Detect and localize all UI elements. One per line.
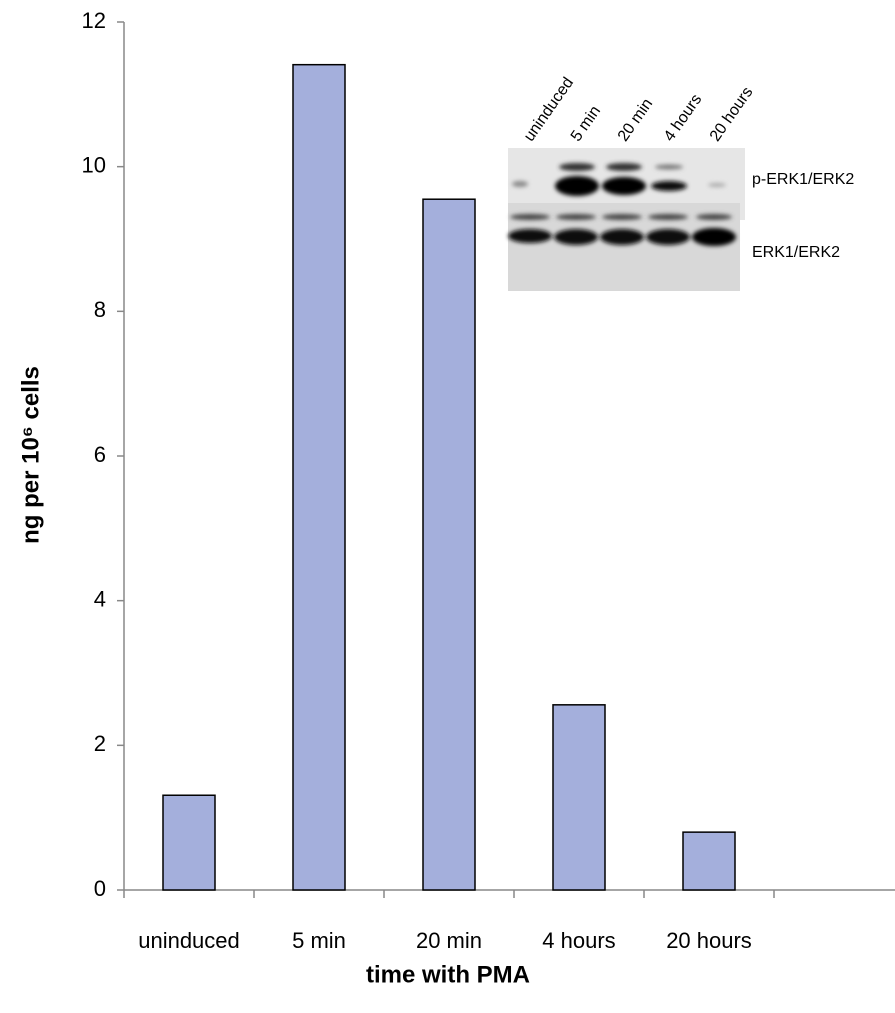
- bar: [293, 65, 345, 890]
- bar: [163, 795, 215, 890]
- y-tick-label: 4: [94, 586, 106, 611]
- y-tick-label: 2: [94, 731, 106, 756]
- x-tick-label: 20 min: [416, 928, 482, 953]
- lane-label: 5 min: [568, 103, 604, 145]
- x-tick-label: 4 hours: [542, 928, 615, 953]
- lane-label: 20 hours: [707, 84, 757, 145]
- bar: [683, 832, 735, 890]
- y-tick-label: 0: [94, 876, 106, 901]
- y-tick-label: 6: [94, 442, 106, 467]
- bar: [423, 199, 475, 890]
- x-axis-title: time with PMA: [366, 961, 530, 988]
- blot-label: p-ERK1/ERK2: [752, 171, 854, 188]
- y-tick-label: 8: [94, 297, 106, 322]
- lane-label: 4 hours: [661, 91, 706, 144]
- chart: ng per 10⁶ cells time with PMA p-E: [0, 0, 895, 1013]
- y-axis-title: ng per 10⁶ cells: [17, 366, 44, 544]
- blot-label: ERK1/ERK2: [752, 244, 840, 261]
- y-tick-label: 12: [82, 8, 106, 33]
- x-tick-label: 5 min: [292, 928, 346, 953]
- x-tick-label: uninduced: [138, 928, 240, 953]
- y-tick-label: 10: [82, 152, 106, 177]
- lane-label: 20 min: [615, 96, 656, 145]
- x-tick-label: 20 hours: [666, 928, 752, 953]
- inset-blot: p-ERK1/ERK2 ERK1/ERK2: [508, 148, 854, 291]
- bar: [553, 705, 605, 890]
